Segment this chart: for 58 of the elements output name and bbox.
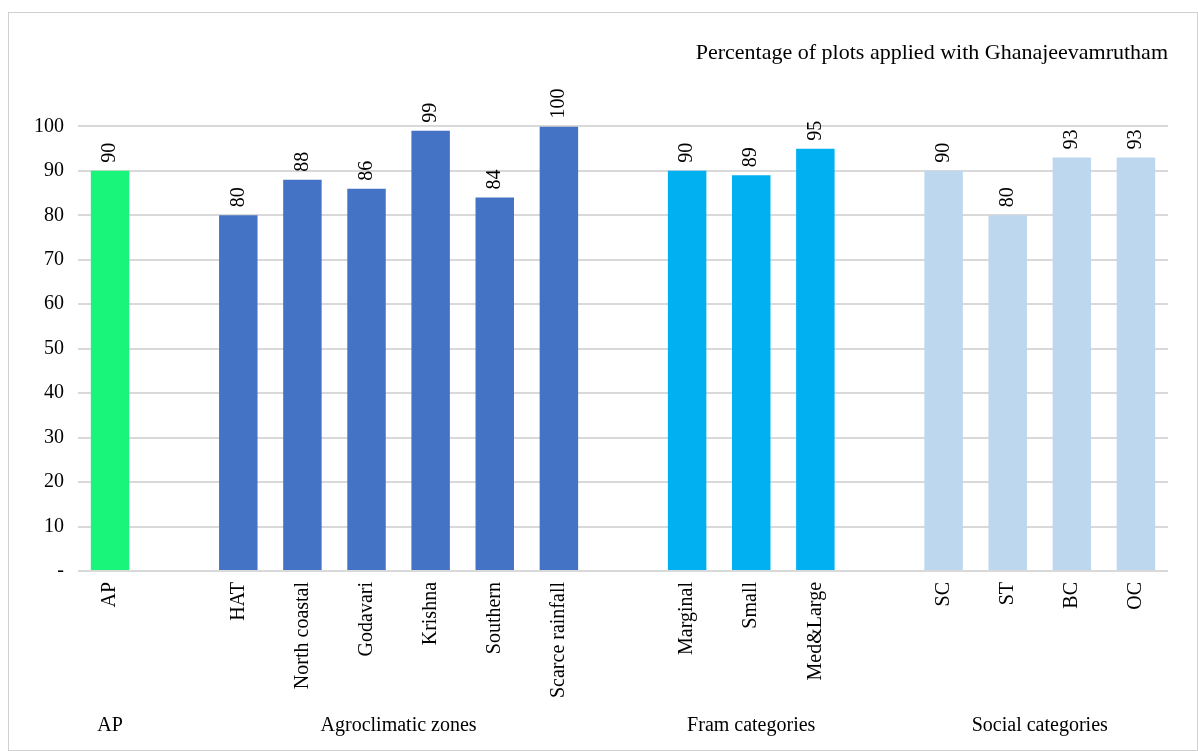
bar [219,215,258,570]
bar [90,170,130,570]
x-tick-label: BC [1059,581,1082,609]
data-label: 95 [802,120,825,141]
y-tick-label: 40 [44,380,64,403]
data-label: 89 [738,147,761,168]
y-tick-label: 10 [44,513,64,536]
x-tick-label: Southern [482,581,505,655]
chart-title: Percentage of plots applied with Ghanajeevamrutham [695,38,1168,64]
data-label: 90 [674,142,697,163]
text: Fram categories [687,713,816,737]
y-tick-label: 50 [44,335,64,358]
text: Agroclimatic zones [320,713,477,737]
x-tick-label: Small [738,581,761,629]
y-tick-label: 70 [44,247,64,270]
bar [988,215,1027,570]
x-tick-label: North coastal [289,581,312,690]
data-label: 84 [482,169,505,190]
x-tick-label: HAT [225,581,248,621]
y-tick-label: 100 [34,113,64,136]
y-tick-label: 60 [44,291,64,314]
x-tick-label: Scarce rainfall [546,581,569,699]
data-label: 90 [97,142,120,163]
data-label: 88 [289,151,312,172]
x-tick-label: Marginal [674,581,698,655]
bar [796,148,835,570]
data-label: 86 [353,160,376,181]
bar [283,179,322,570]
data-label: 93 [1123,129,1146,150]
y-tick-label: - [57,558,64,581]
data-label: 93 [1059,129,1082,150]
bar [347,188,386,570]
y-tick-label: 80 [44,202,64,225]
x-tick-label: ST [994,581,1017,606]
x-tick-label: Krishna [417,581,440,646]
x-tick-label: AP [97,581,120,608]
bar [475,197,514,570]
bar [411,130,450,570]
x-tick-label: Med&Large [802,581,826,681]
x-tick-label: SC [930,581,953,607]
data-label: 99 [417,102,440,123]
bar [1052,157,1092,570]
text: AP [97,713,123,736]
data-label: 80 [225,187,248,208]
bar [1116,157,1156,570]
data-label: 100 [546,88,569,119]
x-tick-label: OC [1123,581,1146,610]
bar [924,170,963,570]
y-tick-label: 30 [44,424,64,447]
text: Social categories [971,713,1108,737]
x-tick-label: Godavari [353,581,376,657]
bar [539,126,579,570]
y-tick-label: 90 [44,158,64,181]
data-label: 80 [994,187,1017,208]
bar [732,175,771,570]
y-tick-label: 20 [44,469,64,492]
data-label: 90 [930,142,953,163]
bar [667,170,707,570]
